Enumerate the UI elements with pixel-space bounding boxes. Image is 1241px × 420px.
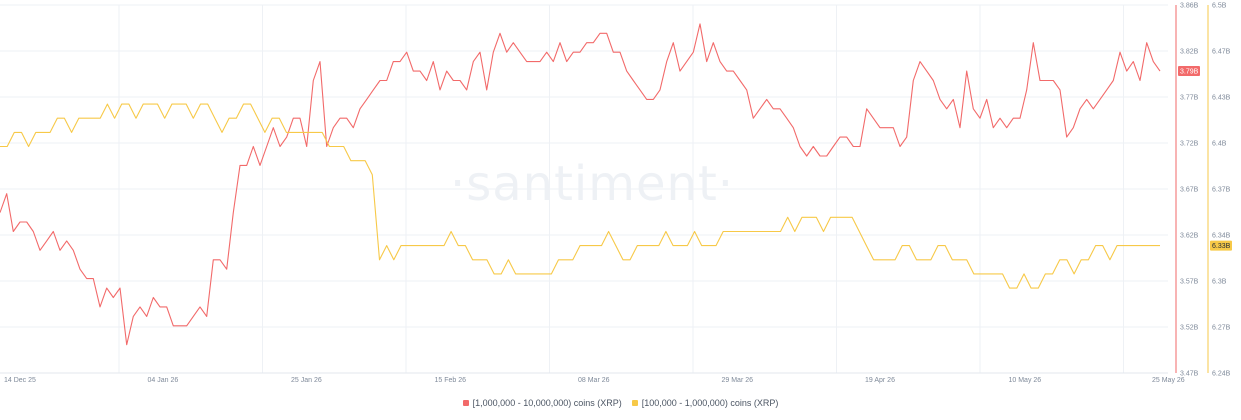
legend-swatch-yellow: [631, 400, 638, 406]
y-tick-label: 6.43B: [1212, 95, 1231, 102]
y-tick-label: 3.77B: [1180, 95, 1199, 102]
x-tick-label: 19 Apr 26: [865, 377, 895, 384]
series-line-yellow: [0, 103, 1160, 289]
y-tick-label: 6.47B: [1212, 49, 1231, 56]
grid: [0, 4, 1168, 374]
legend-swatch-red: [462, 400, 469, 406]
x-tick-label: 25 Jan 26: [291, 377, 322, 384]
current-badge-red: [1178, 66, 1200, 77]
y-tick-label: 3.62B: [1180, 233, 1199, 240]
legend-label-red: [1,000,000 - 10,000,000) coins (XRP): [472, 398, 622, 408]
y-tick-label: 6.37B: [1212, 187, 1231, 194]
legend-label-yellow: [100,000 - 1,000,000) coins (XRP): [641, 398, 779, 408]
y-tick-label: 3.82B: [1180, 49, 1199, 56]
y-tick-label: 6.27B: [1212, 325, 1231, 332]
y-tick-label: 3.86B: [1180, 3, 1199, 10]
series-line-red: [0, 23, 1161, 346]
y-tick-label: 6.3B: [1212, 279, 1227, 286]
y-tick-label: 3.67B: [1180, 187, 1199, 194]
x-tick-label: 15 Feb 26: [435, 377, 467, 384]
axis-labels: 3.86B 3.82B 3.77B 3.72B 3.67B 3.62B 3.57B 3.52B…: [4, 3, 1232, 384]
legend-item-yellow-series[interactable]: [100,000 - 1,000,000) coins (XRP): [631, 398, 779, 408]
x-tick-label: 14 Dec 25: [4, 377, 36, 384]
y-tick-label: 6.4B: [1212, 141, 1227, 148]
legend-item-red-series[interactable]: [1,000,000 - 10,000,000) coins (XRP): [462, 398, 622, 408]
x-tick-label: 04 Jan 26: [148, 377, 179, 384]
axes: [1175, 5, 1209, 373]
current-value-label: 3.79B: [1180, 69, 1199, 76]
y-tick-label: 3.72B: [1180, 141, 1199, 148]
y-tick-label: 6.24B: [1212, 371, 1231, 378]
x-tick-label: 29 Mar 26: [722, 377, 754, 384]
x-tick-label: 10 May 26: [1009, 377, 1042, 384]
y-tick-label: 6.34B: [1212, 233, 1231, 240]
santiment-watermark: ·santiment·: [450, 156, 734, 212]
series-lines: [0, 23, 1161, 346]
y-tick-label: 3.57B: [1180, 279, 1199, 286]
x-tick-label: 25 May 26: [1152, 377, 1185, 384]
x-tick-label: 08 Mar 26: [578, 377, 610, 384]
y-tick-label: 3.52B: [1180, 325, 1199, 332]
y-tick-label: 6.5B: [1212, 3, 1227, 10]
current-badge-yellow: [1210, 240, 1232, 251]
current-value-label: 6.33B: [1212, 243, 1231, 250]
legend: [1,000,000 - 10,000,000) coins (XRP) [10…: [0, 398, 1241, 408]
y-tick-label: 3.47B: [1180, 371, 1199, 378]
